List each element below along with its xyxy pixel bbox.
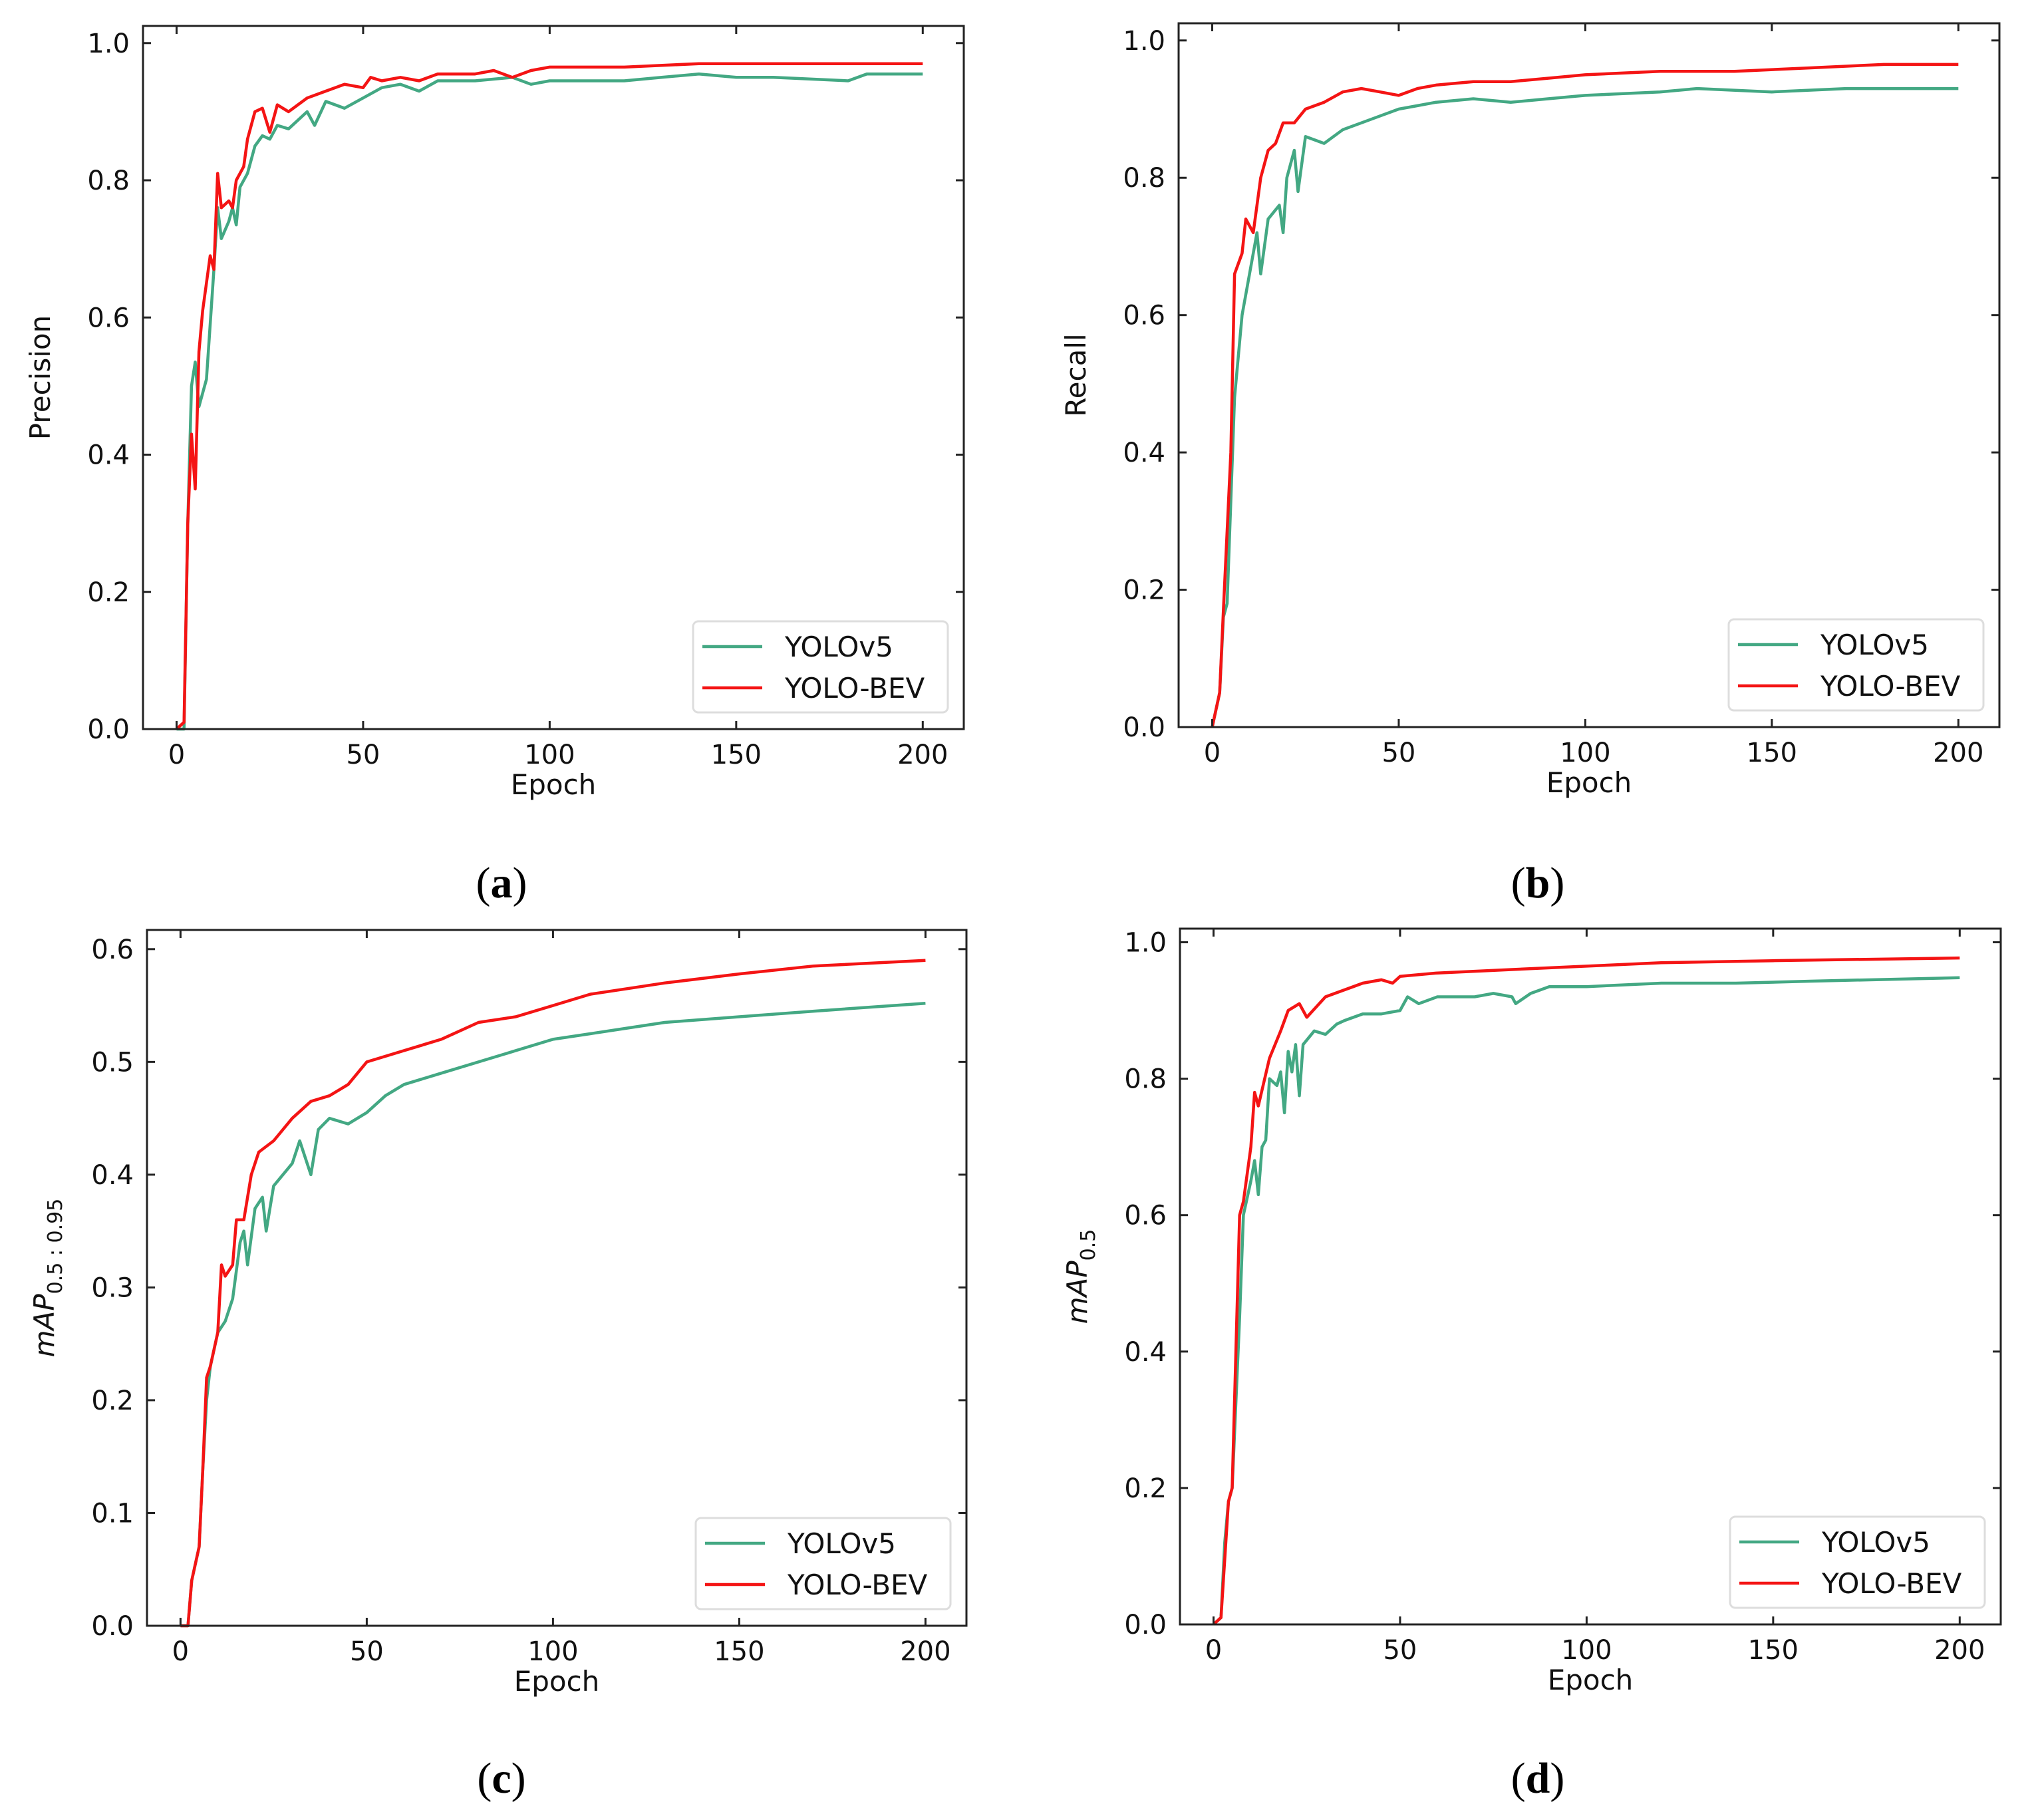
caption-d: (d) [1511,1754,1565,1803]
y-tick-label: 0.3 [91,1273,134,1303]
y-tick-label: 0.6 [1124,1201,1167,1231]
y-tick-label: 0.2 [87,577,130,608]
y-tick-label: 0.4 [91,1160,134,1191]
y-tick-label: 1.0 [1124,928,1167,959]
axes-frame [142,25,965,730]
x-tick-label: 100 [1560,738,1610,768]
caption-a: (a) [476,859,527,907]
y-tick-label: 0.8 [87,166,130,196]
y-tick-label: 0.0 [87,714,130,745]
y-axis-label-main: mAP [1061,1261,1093,1324]
x-axis-label: Epoch [1546,766,1632,799]
y-axis-label: Precision [24,315,57,440]
y-tick-label: 0.8 [1123,163,1165,194]
legend-label-yolov5: YOLOv5 [784,631,893,663]
series-line-yolov5 [1212,976,1960,1626]
caption-c: (c) [477,1754,526,1803]
y-tick-label: 1.0 [87,29,130,59]
y-tick-label: 1.0 [1123,26,1165,57]
y-tick-label: 0.2 [1123,575,1165,606]
x-tick-label: 150 [711,740,762,770]
series-line-yolo-bev [1211,63,1959,728]
y-axis-label-main: mAP [28,1294,61,1358]
x-tick-label: 100 [1561,1635,1612,1666]
legend-label-yolov5: YOLOv5 [787,1527,896,1560]
y-axis-label-main: Recall [1060,333,1092,416]
x-tick-label: 200 [897,740,948,770]
y-tick-label: 0.4 [1124,1337,1167,1368]
caption-letter: a [490,859,513,907]
series-line-yolo-bev [180,959,926,1628]
x-tick-label: 50 [1383,1635,1417,1666]
legend-box [692,620,949,714]
x-axis-label: Epoch [511,768,597,801]
y-axis-label-main: Precision [24,315,57,440]
x-tick-label: 50 [350,1636,384,1667]
x-tick-label: 50 [1381,738,1415,768]
series-line-yolo-bev [175,62,923,730]
x-tick-label: 200 [1933,738,1983,768]
x-tick-label: 100 [524,740,575,770]
axes-frame [1179,927,2002,1626]
y-axis-label: mAP0.5 : 0.95 [28,1199,67,1358]
y-axis-label-subscript: 0.5 : 0.95 [44,1199,67,1294]
axes-frame [1177,22,2001,728]
y-tick-label: 0.6 [91,935,134,965]
x-tick-label: 0 [1204,738,1221,768]
x-tick-label: 150 [1748,1635,1799,1666]
legend-label-yolo-bev: YOLO-BEV [1821,1567,1962,1600]
y-tick-label: 0.6 [87,303,130,333]
x-tick-label: 0 [168,740,185,770]
x-axis-label: Epoch [514,1665,600,1698]
y-tick-label: 0.5 [91,1047,134,1078]
y-tick-label: 0.2 [91,1386,134,1416]
legend-box [694,1517,952,1610]
y-axis-label-subscript: 0.5 [1077,1229,1100,1261]
x-tick-label: 100 [527,1636,578,1667]
caption-b: (b) [1511,859,1565,907]
y-tick-label: 0.4 [87,440,130,471]
legend-box [1727,618,1985,712]
legend-label-yolov5: YOLOv5 [1821,1526,1930,1559]
axes-frame [146,929,968,1627]
y-tick-label: 0.6 [1123,301,1165,331]
y-tick-label: 0.0 [1124,1610,1167,1640]
x-tick-label: 150 [1747,738,1797,768]
caption-letter: b [1525,859,1550,907]
y-tick-label: 0.2 [1124,1473,1167,1504]
series-line-yolo-bev [1212,956,1960,1626]
x-tick-label: 150 [714,1636,764,1667]
legend-label-yolo-bev: YOLO-BEV [1820,670,1961,702]
legend-label-yolo-bev: YOLO-BEV [787,1569,928,1601]
y-tick-label: 0.4 [1123,438,1165,468]
y-tick-label: 0.8 [1124,1064,1167,1095]
y-axis-label: Recall [1060,333,1092,416]
y-tick-label: 0.1 [91,1498,134,1529]
caption-letter: d [1525,1754,1550,1803]
series-line-yolov5 [176,72,923,731]
x-axis-label: Epoch [1548,1664,1634,1696]
legend-label-yolov5: YOLOv5 [1820,629,1929,661]
legend-box [1729,1515,1986,1609]
x-tick-label: 200 [900,1636,950,1667]
y-tick-label: 0.0 [91,1611,134,1642]
y-axis-label: mAP0.5 [1061,1229,1100,1324]
legend-label-yolo-bev: YOLO-BEV [784,672,925,704]
x-tick-label: 50 [346,740,380,770]
y-tick-label: 0.0 [1123,712,1165,743]
x-tick-label: 0 [1205,1635,1222,1666]
x-tick-label: 200 [1934,1635,1985,1666]
x-tick-label: 0 [172,1636,189,1667]
caption-letter: c [492,1754,511,1803]
series-line-yolov5 [1211,86,1959,728]
